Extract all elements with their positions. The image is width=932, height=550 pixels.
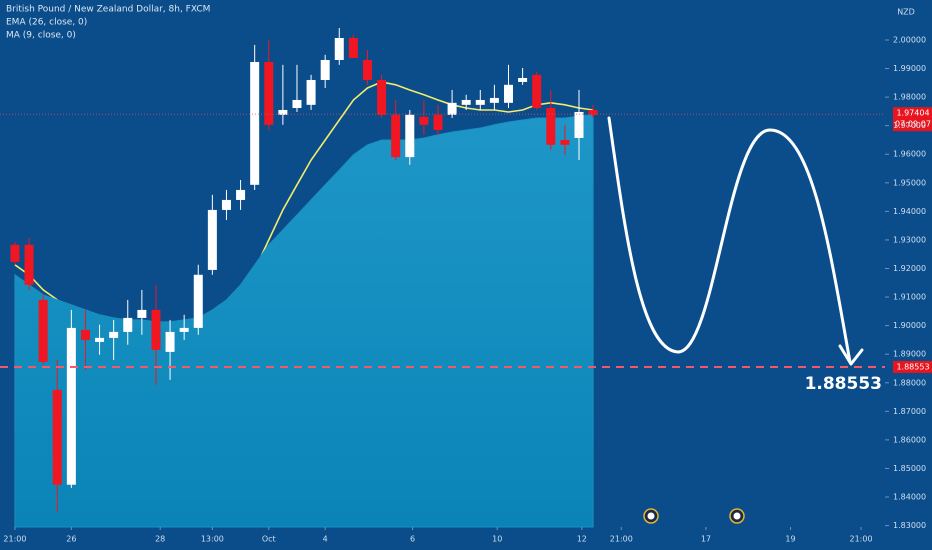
candle-body bbox=[475, 99, 485, 105]
chart-title: British Pound / New Zealand Dollar, 8h, … bbox=[6, 5, 210, 15]
candle-body bbox=[391, 114, 401, 158]
target-tag-label: 1.88553 bbox=[896, 362, 929, 371]
candle-body bbox=[278, 109, 288, 115]
x-tick-label: 12 bbox=[577, 535, 587, 544]
candle-body bbox=[518, 77, 528, 82]
candle-body bbox=[109, 331, 119, 338]
y-tick-label: 1.98000 bbox=[893, 93, 926, 102]
y-tick-label: 1.89000 bbox=[893, 350, 926, 359]
candle-body bbox=[95, 337, 105, 342]
x-tick-label: 6 bbox=[410, 535, 415, 544]
countdown-label: 07:09:07 bbox=[895, 120, 931, 129]
target-annotation: 1.88553 bbox=[805, 374, 882, 394]
candle-body bbox=[433, 114, 443, 130]
candle-body bbox=[38, 299, 48, 362]
candle-body bbox=[503, 84, 513, 103]
candle-body bbox=[362, 59, 372, 80]
y-tick-label: 1.92000 bbox=[893, 264, 926, 273]
candle-body bbox=[320, 59, 330, 80]
candle-body bbox=[137, 309, 147, 318]
y-tick-label: 1.87000 bbox=[893, 407, 926, 416]
candle-body bbox=[207, 209, 217, 270]
event-icon bbox=[729, 508, 745, 524]
x-tick-label: 13:00 bbox=[201, 535, 224, 544]
candle-body bbox=[574, 111, 584, 138]
candle-body bbox=[348, 37, 358, 58]
event-icon bbox=[643, 508, 659, 524]
currency-label: NZD bbox=[897, 8, 915, 17]
current-price-label: 1.97404 bbox=[896, 109, 929, 118]
candle-body bbox=[52, 389, 62, 485]
candle-body bbox=[165, 331, 175, 352]
x-tick-label: 21:00 bbox=[3, 535, 26, 544]
candle-body bbox=[292, 99, 302, 108]
y-tick-label: 1.90000 bbox=[893, 321, 926, 330]
x-tick-label: 10 bbox=[492, 535, 502, 544]
candle-body bbox=[193, 274, 203, 328]
candle-body bbox=[250, 61, 260, 185]
candle-body bbox=[334, 37, 344, 60]
y-tick-label: 1.99000 bbox=[893, 64, 926, 73]
candle-body bbox=[10, 244, 20, 262]
y-tick-label: 2.00000 bbox=[893, 35, 926, 44]
candle-body bbox=[264, 61, 274, 125]
candle-body bbox=[236, 189, 246, 200]
indicator-label: MA (9, close, 0) bbox=[6, 31, 76, 41]
x-tick-label: 21:00 bbox=[849, 535, 872, 544]
y-tick-label: 1.97000 bbox=[893, 121, 926, 130]
y-tick-label: 1.88000 bbox=[893, 378, 926, 387]
candle-body bbox=[419, 116, 429, 125]
y-tick-label: 1.91000 bbox=[893, 293, 926, 302]
y-tick-label: 1.94000 bbox=[893, 207, 926, 216]
candle-body bbox=[532, 74, 542, 108]
candle-body bbox=[306, 79, 316, 105]
y-tick-label: 1.85000 bbox=[893, 464, 926, 473]
y-tick-label: 1.96000 bbox=[893, 150, 926, 159]
projection-arrowhead bbox=[838, 344, 864, 366]
plot-area bbox=[10, 27, 598, 528]
y-tick-label: 1.84000 bbox=[893, 493, 926, 502]
y-tick-label: 1.95000 bbox=[893, 178, 926, 187]
candle-body bbox=[489, 97, 499, 103]
candle-body bbox=[461, 99, 471, 105]
x-tick-label: 19 bbox=[785, 535, 795, 544]
candle-body bbox=[24, 244, 34, 285]
current-price-tag bbox=[893, 107, 932, 132]
candle-body bbox=[66, 327, 76, 485]
candle-body bbox=[447, 102, 457, 115]
x-tick-label: Oct bbox=[262, 535, 276, 544]
target-tag bbox=[893, 360, 932, 373]
x-tick-label: 28 bbox=[155, 535, 165, 544]
x-tick-label: 26 bbox=[66, 535, 76, 544]
candle-body bbox=[151, 309, 161, 350]
candle-body bbox=[80, 329, 90, 340]
y-tick-label: 1.86000 bbox=[893, 435, 926, 444]
candle-body bbox=[123, 317, 133, 332]
projection-path bbox=[607, 116, 852, 364]
candle-body bbox=[221, 199, 231, 210]
candle-body bbox=[546, 107, 556, 145]
y-tick-label: 1.83000 bbox=[893, 521, 926, 530]
candle-body bbox=[560, 139, 570, 145]
candle-body bbox=[405, 114, 415, 158]
x-tick-label: 21:00 bbox=[610, 535, 633, 544]
candle-body bbox=[179, 327, 189, 332]
candle-body bbox=[588, 109, 598, 115]
y-tick-label: 1.93000 bbox=[893, 235, 926, 244]
indicator-label: EMA (26, close, 0) bbox=[6, 18, 87, 28]
x-tick-label: 4 bbox=[323, 535, 328, 544]
x-tick-label: 17 bbox=[701, 535, 711, 544]
ma-area bbox=[14, 114, 594, 528]
candle-body bbox=[377, 79, 387, 115]
